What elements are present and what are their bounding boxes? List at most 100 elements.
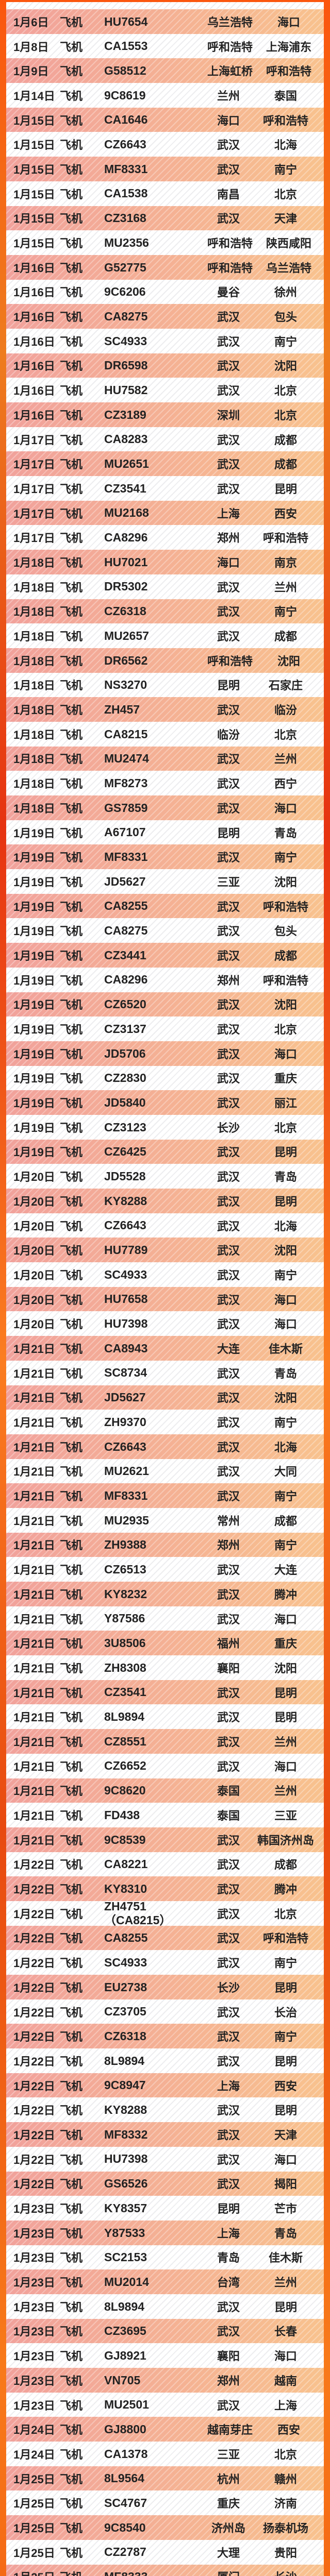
from-cell: 上海虹桥	[207, 65, 253, 78]
flight-no-cell: CA8221	[104, 1857, 148, 1871]
table-row: 1月21日 飞机 9C8539 武汉 韩国济州岛	[6, 1827, 324, 1852]
flight-no-cell: HU7654	[104, 14, 148, 28]
flight-no-cell: 8L9564	[104, 2471, 145, 2485]
flight-no-cell: KY8232	[104, 1587, 147, 1601]
mode-cell: 飞机	[60, 1465, 83, 1479]
from-cell: 济州岛	[211, 2521, 245, 2535]
from-cell: 兰州	[217, 89, 240, 103]
table-row: 1月21日 飞机 MF8331 武汉 南宁	[6, 1483, 324, 1508]
from-cell: 泰国	[217, 1809, 240, 1823]
date-cell: 1月16日	[13, 286, 55, 299]
flight-no-cell: MF8332	[104, 2127, 148, 2141]
mode-cell: 飞机	[60, 2227, 83, 2240]
from-cell: 武汉	[217, 777, 240, 791]
from-cell: 武汉	[217, 1932, 240, 1945]
mode-cell: 飞机	[60, 1440, 83, 1454]
to-cell: 包头	[274, 311, 297, 324]
table-row: 1月19日 飞机 JD5840 武汉 丽江	[6, 1090, 324, 1115]
flight-no-cell: DR5302	[104, 580, 148, 594]
to-cell: 成都	[274, 458, 297, 471]
table-row: 1月20日 飞机 SC4933 武汉 南宁	[6, 1262, 324, 1287]
from-cell: 武汉	[217, 2399, 240, 2412]
to-cell: 海口	[274, 802, 297, 815]
date-cell: 1月18日	[13, 630, 55, 643]
table-row: 1月15日 飞机 MF8331 武汉 南宁	[6, 157, 324, 181]
from-cell: 武汉	[217, 605, 240, 619]
from-cell: 武汉	[217, 1195, 240, 1208]
flight-no-cell: Y87586	[104, 1612, 145, 1625]
table-row: 1月19日 飞机 JD5706 武汉 海口	[6, 1041, 324, 1066]
from-cell: 海口	[217, 556, 240, 569]
from-cell: 武汉	[217, 1613, 240, 1626]
table-row: 1月19日 飞机 CZ6520 武汉 沈阳	[6, 992, 324, 1017]
from-cell: 曼谷	[217, 286, 240, 299]
flight-no-cell: MF8331	[104, 850, 148, 863]
from-cell: 武汉	[217, 704, 240, 717]
table-row: 1月20日 飞机 CZ6643 武汉 北海	[6, 1213, 324, 1238]
mode-cell: 飞机	[60, 1760, 83, 1773]
date-cell: 1月23日	[13, 2251, 55, 2265]
flight-no-cell: 9C8947	[104, 2078, 146, 2092]
flight-no-cell: SC4933	[104, 334, 147, 348]
to-cell: 贵阳	[274, 2546, 297, 2560]
date-cell: 1月17日	[13, 507, 55, 520]
to-cell: 青岛	[274, 1367, 297, 1380]
flight-no-cell: CA1646	[104, 113, 148, 127]
from-cell: 武汉	[217, 949, 240, 962]
mode-cell: 飞机	[60, 1785, 83, 1798]
from-cell: 三亚	[217, 2448, 240, 2461]
to-cell: 海口	[274, 1318, 297, 1331]
mode-cell: 飞机	[60, 1047, 83, 1061]
mode-cell: 飞机	[60, 2497, 83, 2511]
table-row: 1月21日 飞机 ZH9388 郑州 南宁	[6, 1532, 324, 1557]
to-cell: 海口	[277, 15, 301, 29]
to-cell: 昆明	[274, 2055, 297, 2068]
to-cell: 呼和浩特	[266, 65, 312, 78]
flight-no-cell: CA8255	[104, 1931, 148, 1945]
mode-cell: 飞机	[60, 2325, 83, 2338]
date-cell: 1月17日	[13, 482, 55, 496]
date-cell: 1月15日	[13, 139, 55, 152]
mode-cell: 飞机	[60, 212, 83, 226]
table-row: 1月22日 飞机 ZH4751（CA8215） 武汉 北京	[6, 1900, 324, 1927]
from-cell: 呼和浩特	[207, 237, 253, 250]
flight-no-cell: 9C8539	[104, 1833, 146, 1846]
to-cell: 兰州	[274, 2276, 297, 2290]
from-cell: 武汉	[217, 163, 240, 176]
from-cell: 重庆	[217, 2497, 240, 2511]
mode-cell: 飞机	[60, 89, 83, 103]
mode-cell: 飞机	[60, 1367, 83, 1380]
mode-cell: 飞机	[60, 458, 83, 471]
mode-cell: 飞机	[60, 1146, 83, 1159]
mode-cell: 飞机	[60, 1244, 83, 1258]
date-cell: 1月19日	[13, 1072, 55, 1086]
from-cell: 青岛	[217, 2251, 240, 2265]
table-row: 1月22日 飞机 9C8947 上海 西安	[6, 2073, 324, 2098]
date-cell: 1月17日	[13, 532, 55, 545]
flight-no-cell: CA8296	[104, 973, 148, 987]
from-cell: 大连	[217, 1342, 240, 1355]
date-cell: 1月8日	[13, 40, 49, 54]
mode-cell: 飞机	[60, 974, 83, 987]
mode-cell: 飞机	[60, 1981, 83, 1994]
date-cell: 1月24日	[13, 2448, 55, 2461]
mode-cell: 飞机	[60, 2424, 83, 2437]
date-cell: 1月21日	[13, 1662, 55, 1675]
to-cell: 呼和浩特	[262, 114, 308, 127]
flight-no-cell: JD5627	[104, 874, 146, 888]
to-cell: 临汾	[274, 704, 297, 717]
table-row: 1月21日 飞机 CZ8551 武汉 兰州	[6, 1729, 324, 1754]
to-cell: 佳木斯	[268, 2251, 303, 2265]
flight-no-cell: JD5528	[104, 1169, 146, 1183]
flight-no-cell: MU2356	[104, 235, 149, 249]
from-cell: 泰国	[217, 1785, 240, 1798]
flight-no-cell: CZ3137	[104, 1022, 146, 1036]
from-cell: 襄阳	[217, 2350, 240, 2363]
flight-table: 1月6日 飞机 HU7654 乌兰浩特 海口 1月8日 飞机 CA1553 呼和浩特 上海浦东 1月…	[6, 2, 324, 2576]
from-cell: 武汉	[217, 998, 240, 1012]
mode-cell: 飞机	[60, 507, 83, 520]
to-cell: 北京	[274, 409, 297, 422]
to-cell: 泰国	[274, 89, 297, 103]
flight-no-cell: JD5840	[104, 1095, 146, 1109]
date-cell: 1月20日	[13, 1293, 55, 1307]
